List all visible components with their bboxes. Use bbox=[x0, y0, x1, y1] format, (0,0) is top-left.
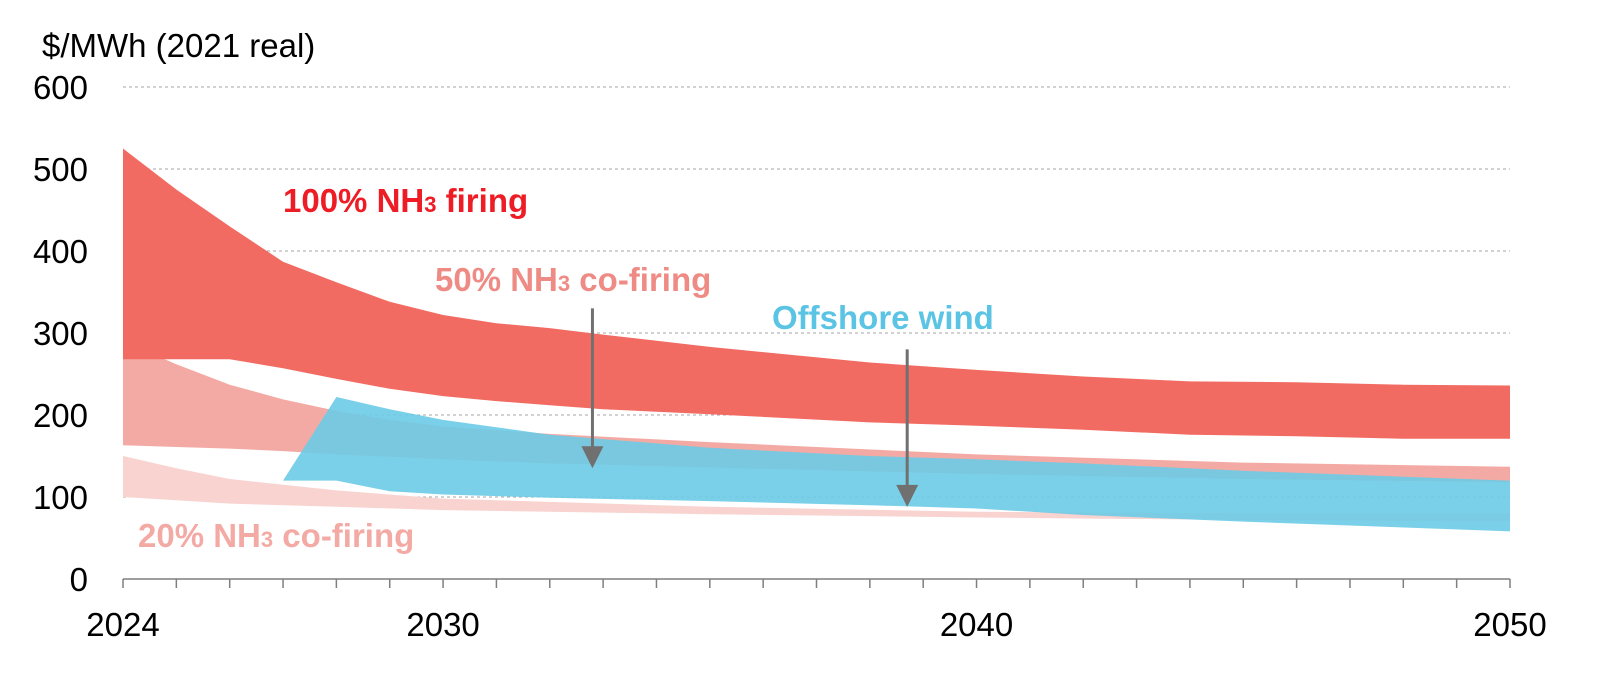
series-labels: 20% NH3 co-firing 50% NH3 co-firing Offsho… bbox=[138, 182, 994, 554]
y-tick-label: 300 bbox=[33, 315, 88, 352]
y-tick-label: 600 bbox=[33, 69, 88, 106]
series-label: Offshore wind bbox=[772, 299, 994, 336]
x-axis: 2024 2030 2040 2050 bbox=[86, 578, 1547, 643]
x-tick-label: 2024 bbox=[86, 606, 159, 643]
arrow-head bbox=[896, 484, 919, 507]
series-label: 50% NH3 co-firing bbox=[435, 261, 711, 298]
series-band bbox=[123, 456, 1510, 522]
y-tick-label: 100 bbox=[33, 479, 88, 516]
y-tick-label: 500 bbox=[33, 151, 88, 188]
arrow-annotations bbox=[581, 308, 919, 507]
series-band bbox=[283, 397, 1510, 532]
x-tick-label: 2050 bbox=[1473, 606, 1546, 643]
series-band bbox=[123, 148, 1510, 439]
series-bands bbox=[123, 148, 1510, 532]
x-tick-label: 2040 bbox=[940, 606, 1013, 643]
y-tick-label: 0 bbox=[70, 561, 88, 598]
series-label: 20% NH3 co-firing bbox=[138, 517, 414, 554]
x-tick-label: 2030 bbox=[406, 606, 479, 643]
arrow-head bbox=[581, 446, 604, 469]
series-label: 100% NH3 firing bbox=[283, 182, 528, 219]
y-tick-label: 200 bbox=[33, 397, 88, 434]
y-axis-ticks: 0 100 200 300 400 500 600 bbox=[33, 69, 88, 598]
y-tick-label: 400 bbox=[33, 233, 88, 270]
y-axis-unit-label: $/MWh (2021 real) bbox=[42, 27, 315, 64]
